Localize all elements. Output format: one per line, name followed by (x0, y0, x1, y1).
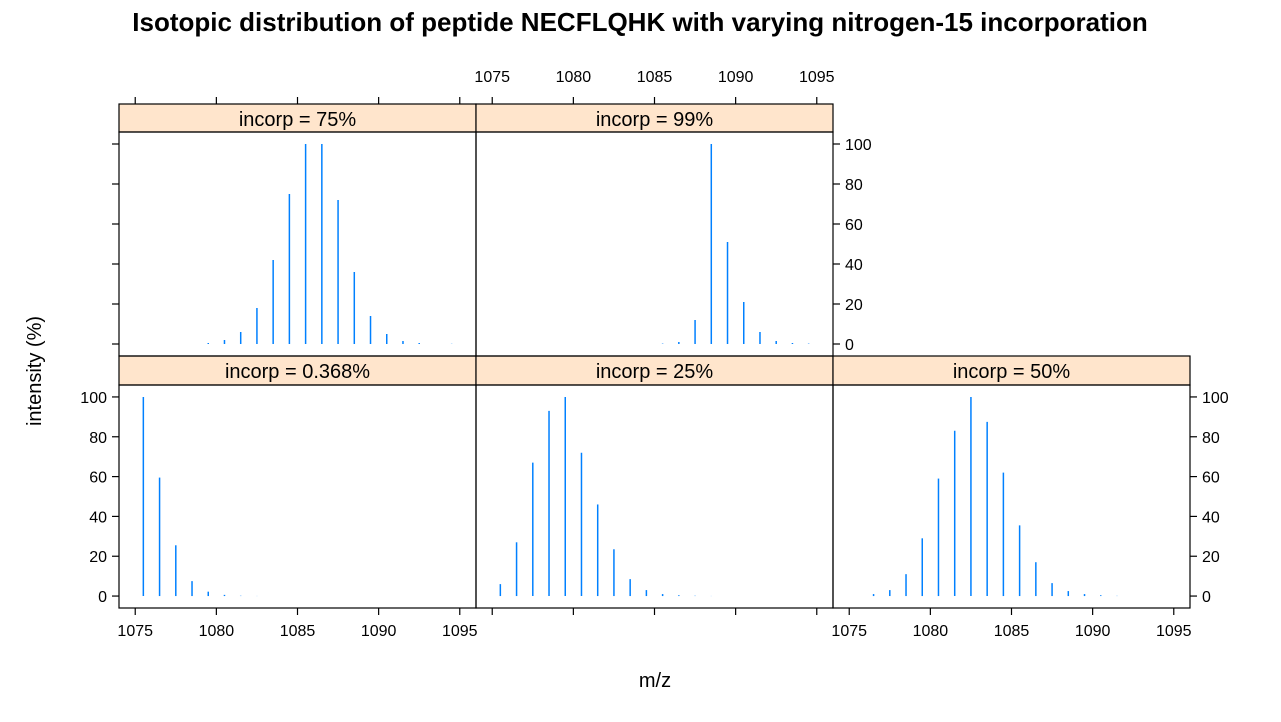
panel-frame (475, 384, 834, 609)
x-tick-label: 1075 (831, 623, 867, 640)
y-tick-label: 20 (845, 297, 863, 314)
panel-label: incorp = 75% (239, 109, 357, 131)
x-tick-label: 1095 (1156, 623, 1192, 640)
y-axis-label: intensity (%) (24, 316, 46, 426)
x-tick-label: 1085 (994, 623, 1030, 640)
y-tick-label: 60 (1202, 470, 1220, 487)
x-tick-label: 1080 (556, 69, 592, 86)
panels-layer: incorp = 0.368% 1075 1080 1085 1090 1095 0 20 40… (80, 69, 1229, 640)
y-tick-label: 100 (80, 390, 107, 407)
panel-frame (118, 384, 477, 609)
x-tick-label: 1080 (913, 623, 949, 640)
x-tick-label: 1090 (1075, 623, 1111, 640)
y-tick-label: 60 (845, 217, 863, 234)
y-tick-label: 80 (845, 177, 863, 194)
y-tick-label: 80 (89, 430, 107, 447)
panel: incorp = 25% (475, 355, 834, 615)
y-tick-label: 0 (845, 337, 854, 354)
y-tick-label: 80 (1202, 430, 1220, 447)
panel-label: incorp = 50% (953, 361, 1071, 383)
x-tick-label: 1085 (280, 623, 316, 640)
panel-strip (118, 103, 477, 133)
y-tick-label: 20 (1202, 549, 1220, 566)
x-tick-label: 1075 (474, 69, 510, 86)
y-tick-label: 100 (1202, 390, 1229, 407)
y-tick-label: 40 (89, 509, 107, 526)
panel-strip (475, 355, 834, 386)
y-tick-label: 20 (89, 549, 107, 566)
panel: incorp = 50% 1075 1080 1085 1090 1095 0 20 40 60 8… (831, 355, 1229, 640)
panel-strip (475, 103, 834, 133)
y-tick-label: 0 (98, 589, 107, 606)
x-tick-label: 1095 (442, 623, 478, 640)
chart-title: Isotopic distribution of peptide NECFLQH… (132, 7, 1147, 37)
x-tick-label: 1090 (361, 623, 397, 640)
panel-frame (475, 131, 834, 357)
x-tick-label: 1095 (799, 69, 835, 86)
x-tick-label: 1090 (718, 69, 754, 86)
panel: incorp = 99% 1075 1080 1085 1090 1095 0 20 40 60 8… (474, 69, 872, 357)
x-axis-label: m/z (639, 670, 671, 692)
y-tick-label: 60 (89, 470, 107, 487)
y-tick-label: 40 (845, 257, 863, 274)
panel-label: incorp = 0.368% (225, 361, 370, 383)
panel: incorp = 75% (112, 97, 477, 357)
panel-frame (118, 131, 477, 357)
y-tick-label: 0 (1202, 589, 1211, 606)
y-tick-label: 40 (1202, 509, 1220, 526)
panel-label: incorp = 99% (596, 109, 714, 131)
panel: incorp = 0.368% 1075 1080 1085 1090 1095 0 20 40… (80, 355, 478, 640)
panel-label: incorp = 25% (596, 361, 714, 383)
x-tick-label: 1085 (637, 69, 673, 86)
panel-strip (832, 355, 1191, 386)
y-tick-label: 100 (845, 137, 872, 154)
panel-strip (118, 355, 477, 386)
x-tick-label: 1075 (117, 623, 153, 640)
panel-frame (832, 384, 1191, 609)
x-tick-label: 1080 (199, 623, 235, 640)
